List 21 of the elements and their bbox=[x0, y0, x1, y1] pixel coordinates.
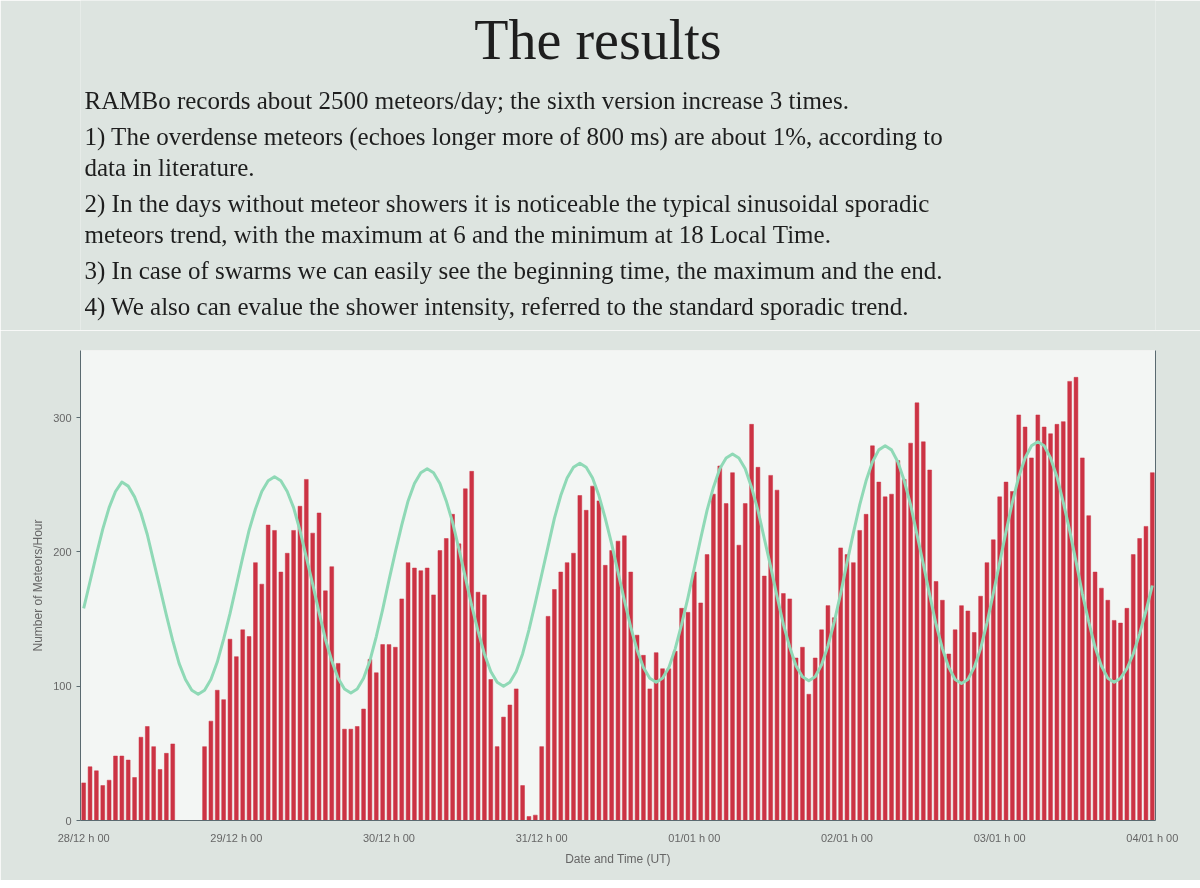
y-tick-label: 100 bbox=[53, 680, 72, 693]
y-tick-label: 300 bbox=[53, 411, 72, 424]
y-tick-label: 200 bbox=[53, 545, 72, 558]
y-axis-title: Number of Meteors/Hour bbox=[31, 519, 46, 652]
x-tick-label: 03/01 h 00 bbox=[973, 831, 1026, 844]
x-tick-label: 31/12 h 00 bbox=[515, 831, 568, 844]
y-tick-label: 0 bbox=[65, 814, 72, 827]
text: 3) In case of swarms we can easily see the beginning time, the maximum and the end. bbox=[84, 256, 943, 285]
text: 1) The overdense meteors (echoes longer more of 800 ms) are about 1%, according to data in literature. bbox=[84, 122, 943, 181]
text: RAMBo records about 2500 meteors/day; the sixth version increase 3 times. bbox=[84, 86, 849, 114]
x-tick-label: 04/01 h 00 bbox=[1126, 831, 1179, 844]
x-axis-title: Date and Time (UT) bbox=[565, 851, 671, 866]
chart-title: The results bbox=[474, 8, 722, 71]
x-tick-label: 30/12 h 00 bbox=[363, 831, 416, 844]
x-tick-label: 02/01 h 00 bbox=[821, 831, 873, 844]
line-series bbox=[82, 440, 1154, 696]
text: 2) In the days without meteor showers it is noticeable the typical sinusoidal sporadic meteors trend, with the maximum at 6 and the minimum at 18 Local Time. bbox=[84, 189, 930, 248]
x-tick-label: 28/12 h 00 bbox=[57, 831, 110, 844]
text: 4) We also can evalue the shower intensity, referred to the standard sporadic trend. bbox=[84, 292, 909, 321]
x-tick-label: 01/01 h 00 bbox=[668, 831, 721, 844]
x-tick-label: 29/12 h 00 bbox=[210, 831, 263, 844]
